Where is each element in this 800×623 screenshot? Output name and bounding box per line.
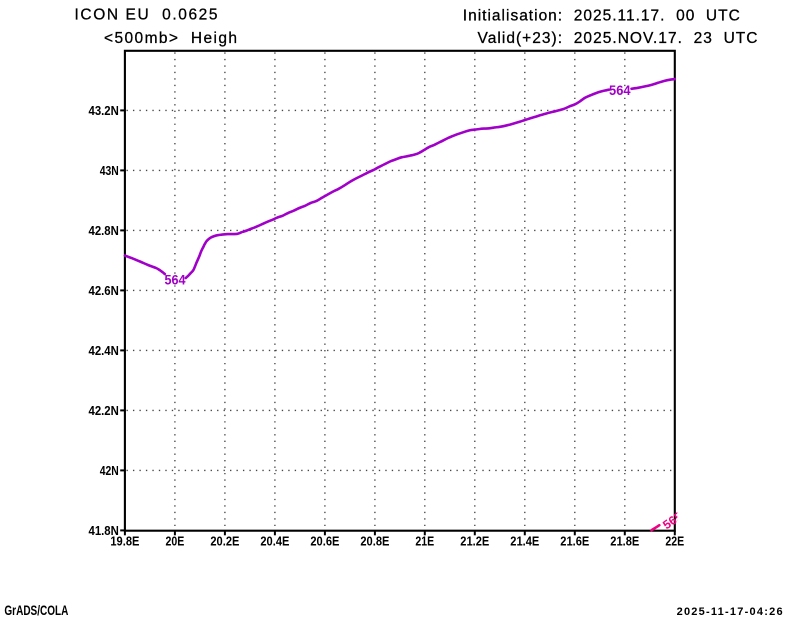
- svg-text:19.8E: 19.8E: [110, 534, 139, 549]
- svg-text:21.2E: 21.2E: [460, 534, 489, 549]
- svg-text:21E: 21E: [415, 534, 434, 549]
- svg-text:42.8N: 42.8N: [89, 223, 119, 238]
- svg-text:GrADS/COLA: GrADS/COLA: [4, 603, 68, 618]
- svg-text:42.6N: 42.6N: [89, 283, 119, 298]
- svg-text:20.6E: 20.6E: [310, 534, 339, 549]
- svg-text:22E: 22E: [665, 534, 684, 549]
- svg-text:20.4E: 20.4E: [260, 534, 289, 549]
- svg-text:42.2N: 42.2N: [89, 403, 119, 418]
- svg-text:20.2E: 20.2E: [210, 534, 239, 549]
- svg-text:21.6E: 21.6E: [560, 534, 589, 549]
- svg-text:2025-11-17-04:26: 2025-11-17-04:26: [677, 606, 783, 618]
- svg-text:41.8N: 41.8N: [89, 523, 119, 538]
- svg-text:<500mb> Heigh: <500mb> Heigh: [104, 30, 237, 47]
- svg-text:43N: 43N: [100, 163, 119, 178]
- svg-text:ICON EU 0.0625: ICON EU 0.0625: [75, 6, 218, 23]
- svg-text:564: 564: [165, 272, 186, 287]
- svg-text:20E: 20E: [166, 534, 185, 549]
- svg-text:21.8E: 21.8E: [610, 534, 639, 549]
- svg-text:42.4N: 42.4N: [89, 343, 119, 358]
- svg-text:Valid(+23): 2025.NOV.17. 23: Valid(+23): 2025.NOV.17. 23 UTC: [478, 30, 758, 47]
- svg-text:42N: 42N: [100, 463, 119, 478]
- svg-text:564: 564: [609, 83, 631, 98]
- svg-text:20.8E: 20.8E: [360, 534, 389, 549]
- svg-text:Initialisation: 2025.11.17.: Initialisation: 2025.11.17. 00 UTC: [463, 8, 740, 25]
- svg-text:565: 565: [660, 509, 685, 532]
- svg-text:43.2N: 43.2N: [89, 103, 119, 118]
- svg-text:21.4E: 21.4E: [510, 534, 539, 549]
